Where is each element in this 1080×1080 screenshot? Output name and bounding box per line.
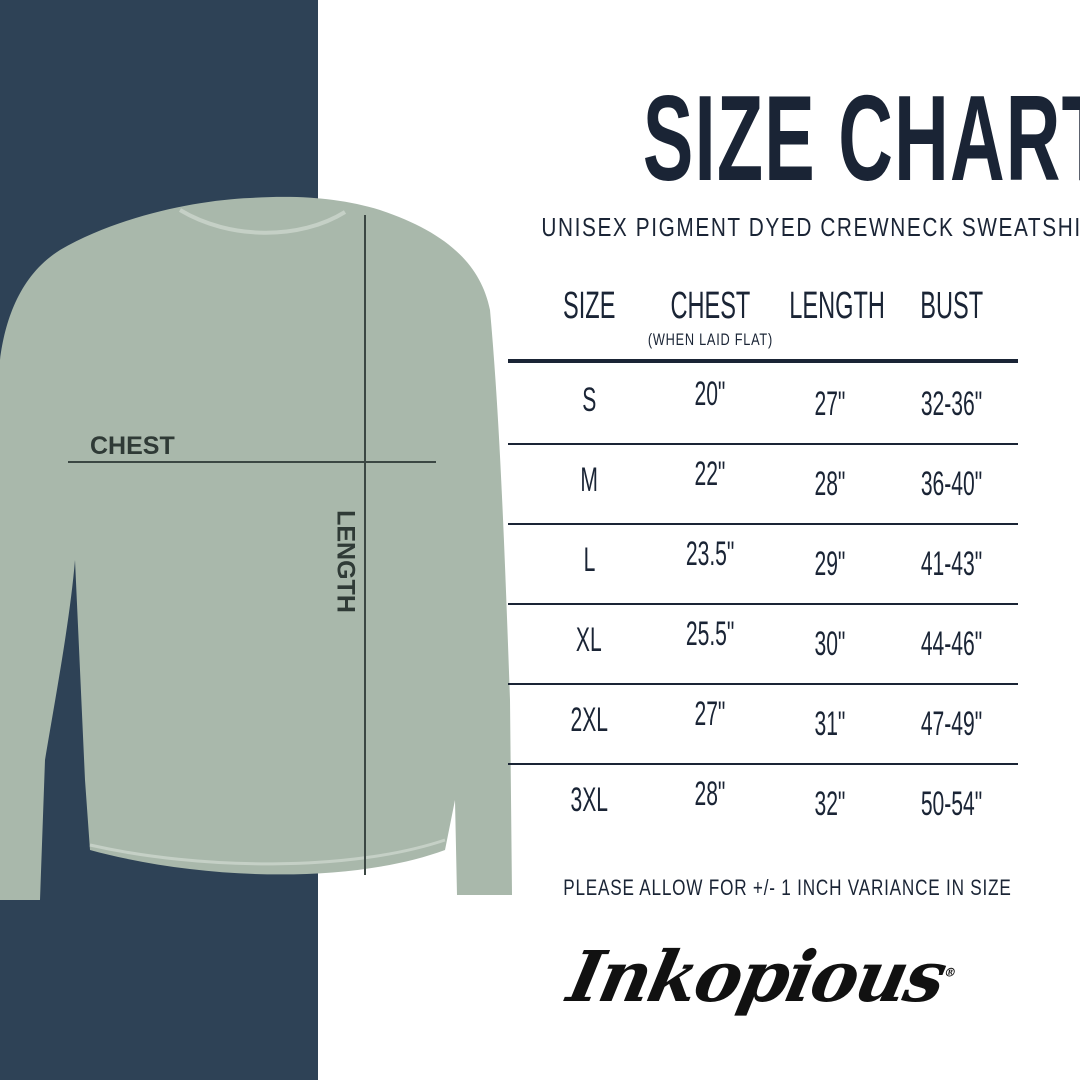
chest-note: (WHEN LAID FLAT) <box>620 330 800 350</box>
cell-text: 36-40" <box>921 465 983 503</box>
cell-text: XL <box>576 621 602 659</box>
cell-text: 20" <box>694 375 726 413</box>
brand-text: Inkopious <box>561 935 953 1018</box>
table-cell: 27" <box>760 385 900 424</box>
cell-text: 28" <box>814 465 846 503</box>
title-text: SIZE CHART <box>642 70 1080 206</box>
chest-label: CHEST <box>90 432 175 460</box>
cell-text: S <box>581 381 597 419</box>
sweatshirt-image <box>0 196 512 900</box>
cell-text: 41-43" <box>921 545 983 583</box>
table-cell: 25.5" <box>640 615 780 654</box>
header-chest: CHEST <box>640 285 780 328</box>
cell-text: M <box>580 461 598 499</box>
header-size: SIZE <box>519 285 659 328</box>
header-divider <box>508 359 1018 363</box>
cell-text: 32-36" <box>921 385 983 423</box>
table-cell: 32-36" <box>882 385 1022 424</box>
table-cell: 28" <box>640 775 780 814</box>
header-text: LENGTH <box>789 285 885 327</box>
table-cell: 23.5" <box>640 535 780 574</box>
subtitle: UNISEX PIGMENT DYED CREWNECK SWEATSHIRT <box>470 212 1080 243</box>
row-divider <box>508 523 1018 525</box>
table-cell: XL <box>519 621 659 660</box>
cell-text: 2XL <box>570 701 608 739</box>
table-cell: S <box>519 381 659 420</box>
cell-text: 27" <box>814 385 846 423</box>
header-text: SIZE <box>562 285 616 327</box>
chest-note-text: (WHEN LAID FLAT) <box>647 330 773 349</box>
table-cell: 47-49" <box>882 705 1022 744</box>
table-cell: 36-40" <box>882 465 1022 504</box>
header-bust: BUST <box>882 285 1022 328</box>
subtitle-text: UNISEX PIGMENT DYED CREWNECK SWEATSHIRT <box>541 212 1080 242</box>
table-cell: 2XL <box>519 701 659 740</box>
brand-logo: Inkopious® <box>561 935 956 1018</box>
row-divider <box>508 443 1018 445</box>
cell-text: 30" <box>814 625 846 663</box>
variance-note-text: PLEASE ALLOW FOR +/- 1 INCH VARIANCE IN … <box>563 875 1012 900</box>
page-title: SIZE CHART <box>500 68 1080 208</box>
table-cell: 50-54" <box>882 785 1022 824</box>
cell-text: 50-54" <box>921 785 983 823</box>
row-divider <box>508 763 1018 765</box>
table-cell: 31" <box>760 705 900 744</box>
cell-text: 32" <box>814 785 846 823</box>
header-text: CHEST <box>670 285 750 327</box>
table-cell: 30" <box>760 625 900 664</box>
row-divider <box>508 683 1018 685</box>
cell-text: 47-49" <box>921 705 983 743</box>
cell-text: 31" <box>814 705 846 743</box>
table-cell: 41-43" <box>882 545 1022 584</box>
cell-text: 22" <box>694 455 726 493</box>
table-cell: 27" <box>640 695 780 734</box>
table-cell: 29" <box>760 545 900 584</box>
cell-text: 29" <box>814 545 846 583</box>
table-cell: 28" <box>760 465 900 504</box>
cell-text: 3XL <box>570 781 608 819</box>
cell-text: 23.5" <box>685 535 735 573</box>
cell-text: 44-46" <box>921 625 983 663</box>
table-cell: M <box>519 461 659 500</box>
header-text: BUST <box>920 285 984 327</box>
cell-text: 28" <box>694 775 726 813</box>
cell-text: 27" <box>694 695 726 733</box>
cell-text: 25.5" <box>685 615 735 653</box>
table-cell: 3XL <box>519 781 659 820</box>
table-cell: 20" <box>640 375 780 414</box>
table-cell: 44-46" <box>882 625 1022 664</box>
variance-note: PLEASE ALLOW FOR +/- 1 INCH VARIANCE IN … <box>500 875 1012 901</box>
row-divider <box>508 603 1018 605</box>
cell-text: L <box>583 541 595 579</box>
table-cell: L <box>519 541 659 580</box>
table-cell: 32" <box>760 785 900 824</box>
table-cell: 22" <box>640 455 780 494</box>
length-label: LENGTH <box>331 510 360 613</box>
header-length: LENGTH <box>760 285 900 328</box>
